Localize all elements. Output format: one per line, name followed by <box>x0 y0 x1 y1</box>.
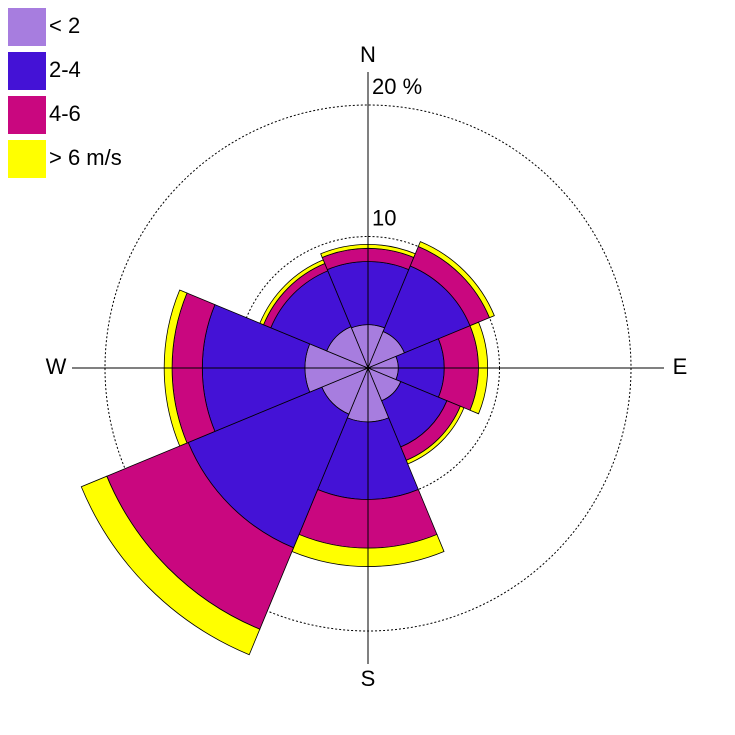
sector-segment <box>163 289 188 447</box>
legend-label: < 2 <box>49 13 80 38</box>
legend-label: 4-6 <box>49 101 81 126</box>
legend-swatch <box>8 140 46 178</box>
legend-label: 2-4 <box>49 57 81 82</box>
r-tick-label: 10 <box>372 205 396 230</box>
r-tick-label: 20 % <box>372 74 422 99</box>
direction-label: E <box>673 354 688 379</box>
sector-segment <box>417 241 495 319</box>
legend-swatch <box>8 8 46 46</box>
direction-label: W <box>46 354 67 379</box>
legend-swatch <box>8 52 46 90</box>
sector-segment <box>259 259 326 326</box>
sector-segment <box>80 475 261 656</box>
legend-label: > 6 m/s <box>49 145 122 170</box>
direction-label: S <box>361 666 376 691</box>
legend-swatch <box>8 96 46 134</box>
direction-label: N <box>360 42 376 67</box>
